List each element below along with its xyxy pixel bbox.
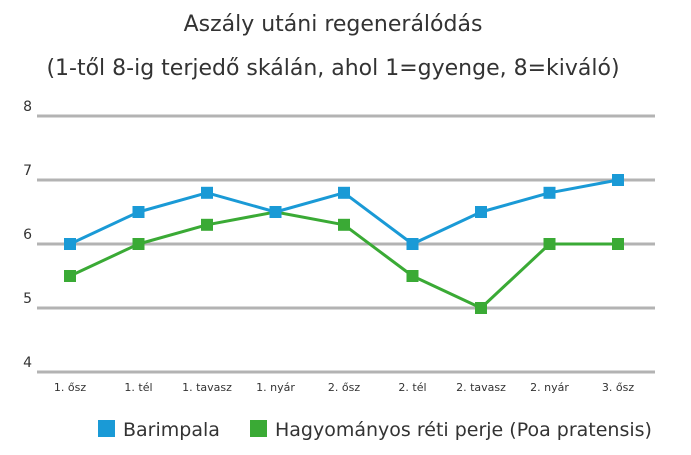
series-lines [64, 174, 624, 314]
x-tick-label: 2. ősz [328, 381, 360, 394]
x-tick-label: 1. tél [124, 381, 152, 394]
y-tick-label: 8 [23, 99, 32, 115]
legend-swatch [250, 420, 267, 437]
data-point [132, 238, 145, 250]
data-point [475, 206, 487, 218]
data-point [201, 186, 213, 199]
data-point [338, 218, 350, 231]
data-point [475, 302, 487, 314]
legend-label: Barimpala [123, 419, 220, 441]
legend-label: Hagyományos réti perje (Poa pratensis) [275, 419, 652, 441]
legend-swatch [98, 420, 115, 437]
data-point [612, 174, 624, 186]
x-axis-ticks: 1. ősz 1. tél 1. tavasz 1. nyár 2. ősz 2. tél… [54, 381, 634, 394]
data-point [612, 238, 624, 250]
x-tick-label: 2. tavasz [456, 381, 506, 394]
data-point [201, 218, 213, 231]
y-axis-ticks: 4 5 6 7 8 [23, 99, 32, 371]
chart-subtitle: (1-től 8-ig terjedő skálán, ahol 1=gyeng… [46, 56, 619, 81]
y-tick-label: 7 [23, 163, 32, 179]
x-tick-label: 1. nyár [256, 381, 295, 394]
x-tick-label: 2. tél [398, 381, 426, 394]
chart-title: Aszály utáni regenerálódás [184, 12, 483, 37]
data-point [64, 270, 76, 282]
y-tick-label: 5 [23, 291, 32, 307]
x-tick-label: 2. nyár [530, 381, 569, 394]
data-point [338, 186, 350, 199]
legend: Barimpala Hagyományos réti perje (Poa pra… [98, 419, 652, 441]
y-tick-label: 4 [23, 355, 32, 371]
data-point [406, 238, 419, 250]
y-tick-label: 6 [23, 227, 32, 243]
data-point [406, 270, 419, 282]
x-tick-label: 1. ősz [54, 381, 86, 394]
x-tick-label: 3. ősz [602, 381, 634, 394]
data-point [132, 206, 145, 218]
x-tick-label: 1. tavasz [182, 381, 232, 394]
data-point [543, 186, 556, 199]
data-point [269, 206, 282, 218]
data-point [543, 238, 556, 250]
data-point [64, 238, 76, 250]
